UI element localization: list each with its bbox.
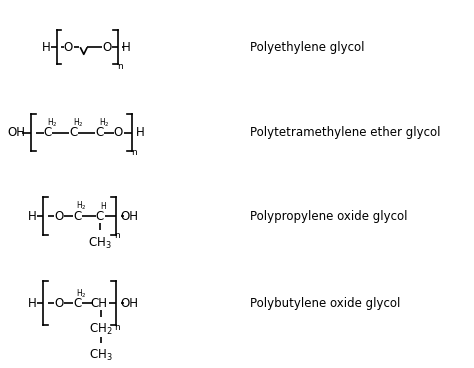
Text: O: O [54,297,64,310]
Text: CH$_3$: CH$_3$ [89,348,113,363]
Text: O: O [54,210,64,223]
Text: C: C [96,210,104,223]
Text: OH: OH [7,126,25,139]
Text: H$_2$: H$_2$ [99,116,109,129]
Text: n: n [115,323,120,332]
Text: C: C [70,126,78,139]
Text: H: H [42,41,51,54]
Text: CH: CH [91,297,108,310]
Text: Polybutylene oxide glycol: Polybutylene oxide glycol [250,297,401,310]
Text: Polypropylene oxide glycol: Polypropylene oxide glycol [250,210,408,223]
Text: n: n [117,61,123,71]
Text: O: O [114,126,123,139]
Text: H: H [100,202,106,210]
Text: H: H [28,297,37,310]
Text: n: n [131,148,137,157]
Text: O: O [102,41,111,54]
Text: C: C [95,126,104,139]
Text: C: C [73,297,82,310]
Text: C: C [44,126,52,139]
Text: H$_2$: H$_2$ [47,116,58,129]
Text: OH: OH [121,210,139,223]
Text: Polytetramethylene ether glycol: Polytetramethylene ether glycol [250,126,441,139]
Text: C: C [73,210,82,223]
Text: H: H [122,41,131,54]
Text: H$_2$: H$_2$ [76,287,87,300]
Text: n: n [115,231,120,240]
Text: CH$_2$: CH$_2$ [89,322,113,337]
Text: H$_2$: H$_2$ [76,200,87,212]
Text: OH: OH [121,297,139,310]
Text: CH$_3$: CH$_3$ [88,236,112,251]
Text: H: H [137,126,145,139]
Text: H: H [28,210,37,223]
Text: Polyethylene glycol: Polyethylene glycol [250,41,365,54]
Text: H$_2$: H$_2$ [73,116,83,129]
Text: O: O [64,41,73,54]
